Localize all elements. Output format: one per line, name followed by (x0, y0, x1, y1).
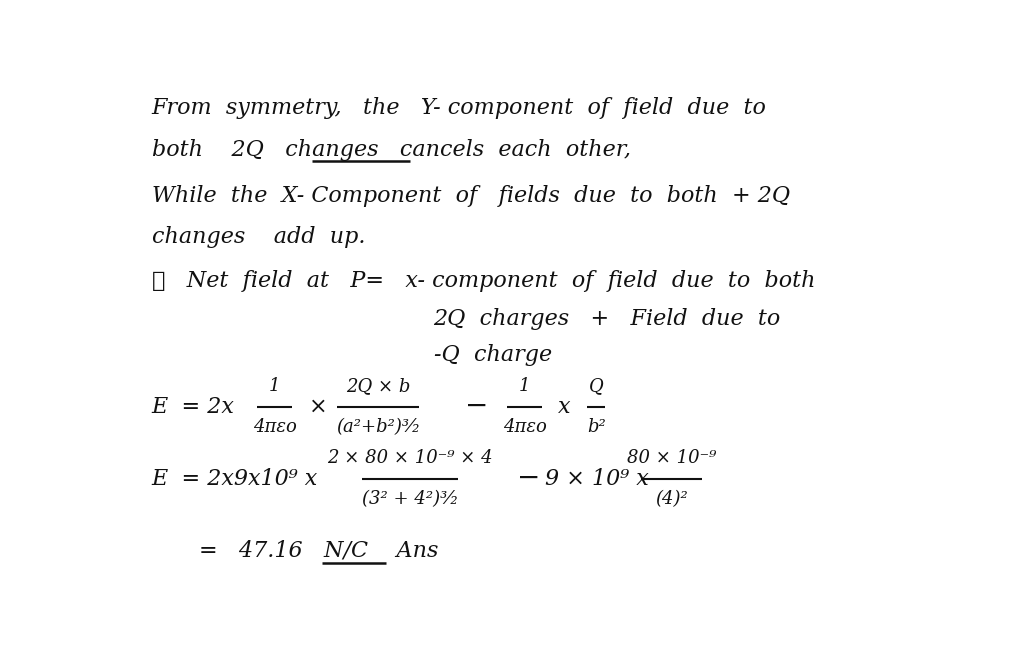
Text: 4πεo: 4πεo (253, 418, 297, 436)
Text: From  symmetry,   the   Y- component  of  field  due  to: From symmetry, the Y- component of field… (152, 98, 767, 120)
Text: ∴   Net  field  at   P=   x- component  of  field  due  to  both: ∴ Net field at P= x- component of field … (152, 270, 815, 292)
Text: E  = 2x9x10⁹ x: E = 2x9x10⁹ x (152, 468, 318, 490)
Text: −: − (465, 393, 488, 420)
Text: (4)²: (4)² (655, 490, 688, 508)
Text: (a²+b²)³⁄₂: (a²+b²)³⁄₂ (336, 418, 420, 436)
Text: −: − (517, 466, 540, 492)
Text: 4πεo: 4πεo (503, 418, 547, 436)
Text: changes    add  up.: changes add up. (152, 226, 366, 248)
Text: 1: 1 (269, 377, 281, 395)
Text: b²: b² (587, 418, 605, 436)
Text: 9 × 10⁹ x: 9 × 10⁹ x (545, 468, 648, 490)
Text: While  the  X- Component  of   fields  due  to  both  + 2Q: While the X- Component of fields due to … (152, 185, 790, 207)
Text: E  = 2x: E = 2x (152, 395, 234, 418)
Text: (3² + 4²)³⁄₂: (3² + 4²)³⁄₂ (361, 490, 458, 508)
Text: 2Q × b: 2Q × b (346, 377, 411, 395)
Text: -Q  charge: -Q charge (433, 344, 552, 366)
Text: 1: 1 (519, 377, 530, 395)
Text: both    2Q   changes   cancels  each  other,: both 2Q changes cancels each other, (152, 138, 631, 160)
Text: 80 × 10⁻⁹: 80 × 10⁻⁹ (627, 450, 717, 468)
Text: Q: Q (589, 377, 603, 395)
Text: ×: × (309, 395, 328, 418)
Text: =   47.16   N/C    Ans: = 47.16 N/C Ans (200, 540, 439, 562)
Text: 2 × 80 × 10⁻⁹ × 4: 2 × 80 × 10⁻⁹ × 4 (327, 450, 493, 468)
Text: x: x (558, 395, 570, 418)
Text: 2Q  charges   +   Field  due  to: 2Q charges + Field due to (433, 309, 780, 331)
